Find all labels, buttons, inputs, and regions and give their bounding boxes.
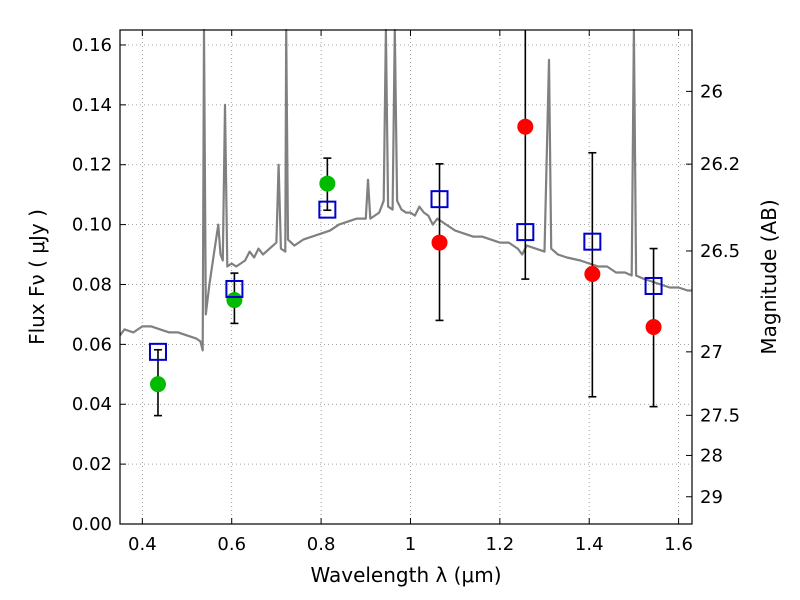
right-tick-label: 27.5 <box>700 405 740 426</box>
x-tick-label: 1.4 <box>575 534 604 555</box>
circle-point <box>226 292 243 309</box>
plot-frame <box>119 29 693 525</box>
circle-point <box>645 318 662 335</box>
x-axis-ticks: 0.4 0.6 0.8 1 1.2 1.4 1.6 <box>128 30 693 555</box>
y-tick-label: 0.16 <box>72 35 112 56</box>
y-tick-label: 0.14 <box>72 95 112 116</box>
right-tick-label: 29 <box>700 487 723 508</box>
y-tick-label: 0.00 <box>72 514 112 535</box>
right-axis-ticks: 26 26.2 26.5 27 27.5 28 29 <box>686 81 740 508</box>
x-tick-label: 0.4 <box>128 534 157 555</box>
y-tick-label: 0.10 <box>72 215 112 236</box>
square-point <box>430 190 449 209</box>
x-tick-label: 0.8 <box>307 534 336 555</box>
square-point <box>148 342 167 361</box>
right-tick-label: 27 <box>700 342 723 363</box>
y-tick-label: 0.08 <box>72 274 112 295</box>
x-tick-label: 1 <box>405 534 416 555</box>
square-point <box>516 223 535 242</box>
x-tick-label: 1.2 <box>486 534 515 555</box>
y-tick-label: 0.04 <box>72 394 112 415</box>
right-axis-label: Magnitude (AB) <box>757 199 781 354</box>
x-axis-label: Wavelength λ (μm) <box>310 563 501 587</box>
circle-point <box>319 175 336 192</box>
model-spectrum <box>119 28 692 352</box>
x-tick-label: 1.6 <box>664 534 693 555</box>
right-tick-label: 26 <box>700 81 723 102</box>
circle-point <box>584 266 601 283</box>
circle-point <box>517 118 534 135</box>
spectrum-line <box>119 28 692 352</box>
data-markers <box>148 118 663 393</box>
y-tick-label: 0.06 <box>72 334 112 355</box>
circle-point <box>431 234 448 251</box>
y-tick-label: 0.12 <box>72 155 112 176</box>
square-point <box>318 200 337 219</box>
square-point <box>583 232 602 251</box>
right-tick-label: 26.5 <box>700 241 740 262</box>
y-axis-label: Flux Fν ( μJy ) <box>25 209 49 345</box>
right-tick-label: 26.2 <box>700 154 740 175</box>
circle-point <box>149 376 166 393</box>
x-tick-label: 0.6 <box>217 534 246 555</box>
square-point <box>225 279 244 298</box>
y-tick-label: 0.02 <box>72 454 112 475</box>
y-axis-ticks: 0.00 0.02 0.04 0.06 0.08 0.10 0.12 0.14 0.16 <box>72 35 126 535</box>
right-tick-label: 28 <box>700 445 723 466</box>
square-point <box>644 276 663 295</box>
